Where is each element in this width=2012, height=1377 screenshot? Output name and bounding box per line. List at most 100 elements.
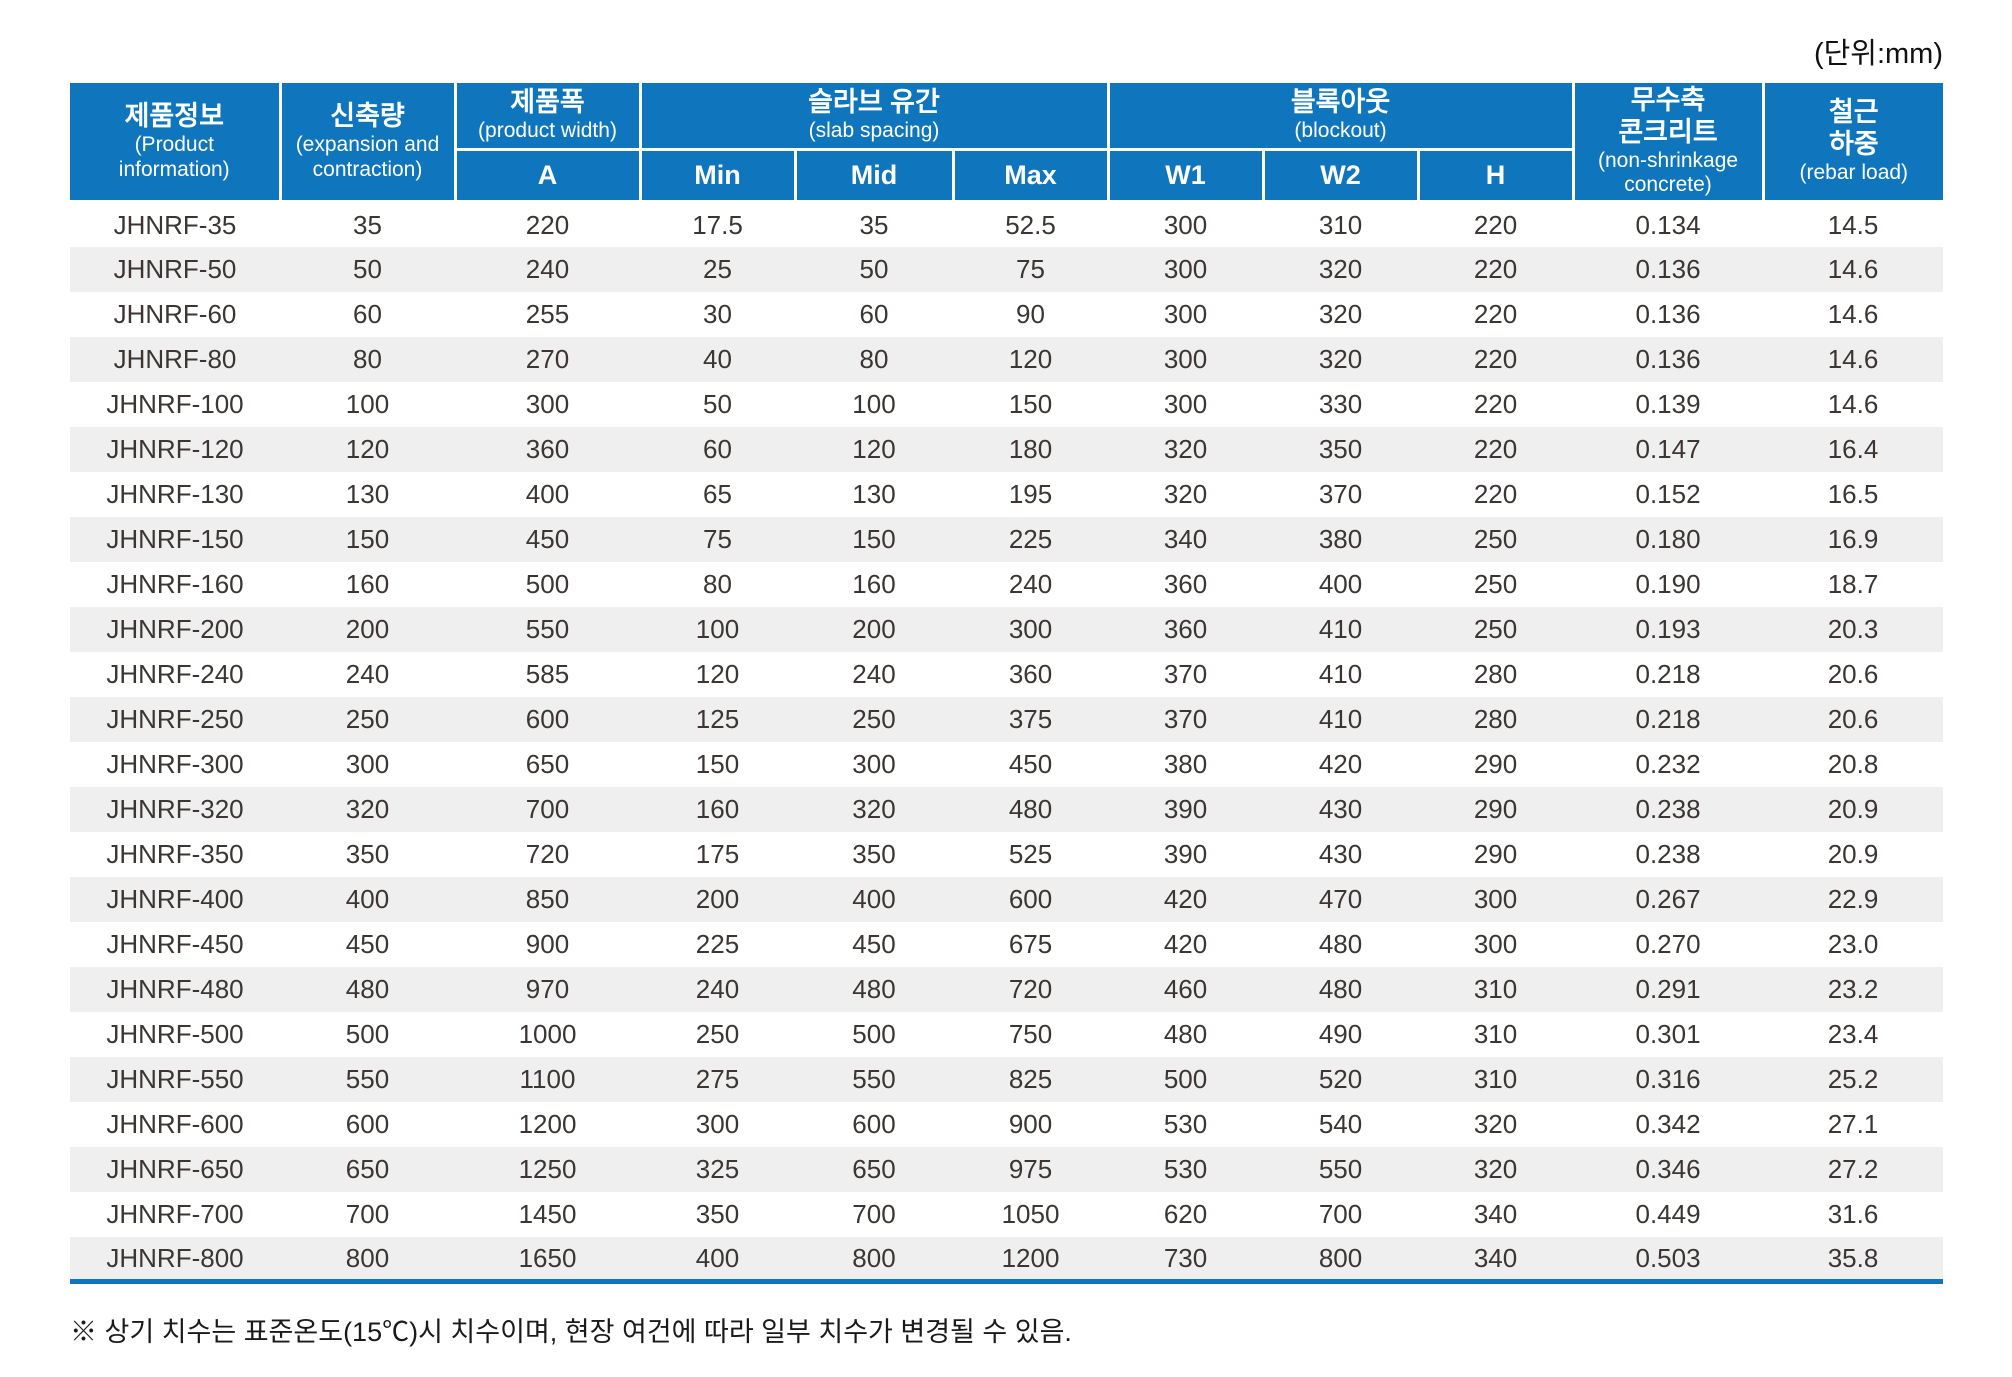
cell-expansion: 300 [345,748,390,779]
subheader-a: A [455,147,642,204]
cell-slab-max: 180 [1008,433,1053,464]
cell-blockout-w1: 460 [1163,973,1208,1004]
cell-product-id: JHNRF-100 [106,388,244,419]
cell-rebar-load: 22.9 [1827,883,1879,914]
cell-slab-mid: 600 [852,1108,896,1139]
cell-slab-min: 400 [695,1242,740,1273]
cell-product-id: JHNRF-160 [106,568,244,599]
cell-blockout-h: 220 [1473,209,1518,240]
header-expansion: 신축량 (expansion and contraction) [278,83,457,204]
cell-blockout-h: 310 [1473,973,1518,1004]
cell-product-id: JHNRF-150 [106,523,244,554]
cell-slab-min: 275 [695,1063,740,1094]
cell-concrete: 0.342 [1635,1108,1701,1139]
cell-blockout-w1: 300 [1163,209,1208,240]
header-concrete: 무수축 콘크리트 (non-shrinkage concrete) [1571,83,1765,204]
cell-blockout-w2: 320 [1318,343,1363,374]
cell-slab-max: 150 [1008,388,1053,419]
cell-blockout-w1: 390 [1163,838,1208,869]
cell-slab-mid: 130 [852,478,896,509]
cell-slab-mid: 100 [852,388,896,419]
table-row: JHNRF-250 250 600 125 250 375 370 410 280 0.218 20… [70,696,1944,742]
cell-slab-max: 1200 [1001,1242,1060,1273]
cell-blockout-w1: 300 [1163,343,1208,374]
table-row: JHNRF-500 500 1000 250 500 750 480 490 310 0.301 2… [70,1012,1943,1057]
cell-rebar-load: 27.2 [1827,1153,1879,1184]
cell-blockout-h: 300 [1473,928,1518,959]
cell-product-id: JHNRF-300 [106,748,244,779]
cell-expansion: 240 [345,658,390,689]
cell-rebar-load: 14.6 [1827,298,1879,329]
cell-blockout-h: 220 [1473,478,1518,509]
cell-slab-min: 300 [695,1108,740,1139]
table-row: JHNRF-800 800 1650 400 800 1200 730 800 340 0.503… [70,1236,1944,1282]
cell-blockout-w2: 480 [1318,928,1363,959]
cell-concrete: 0.218 [1635,703,1701,734]
table-row: JHNRF-320 320 700 160 320 480 390 430 290 0.238 20… [70,786,1944,832]
cell-slab-min: 65 [703,478,732,509]
cell-blockout-w1: 480 [1163,1018,1208,1049]
cell-blockout-w2: 520 [1318,1063,1363,1094]
cell-concrete: 0.190 [1635,568,1701,599]
subheader-mid: Mid [793,147,955,204]
table-row: JHNRF-100 100 300 50 100 150 300 330 220 0.139 14.… [70,382,1943,427]
cell-slab-mid: 35 [859,209,889,240]
cell-blockout-w2: 400 [1318,568,1363,599]
cell-product-id: JHNRF-480 [106,973,244,1004]
cell-concrete: 0.218 [1635,658,1701,689]
cell-expansion: 250 [345,703,390,734]
table-row: JHNRF-700 700 1450 350 700 1050 620 700 340 0.449… [70,1192,1943,1237]
cell-blockout-h: 220 [1473,253,1518,284]
cell-blockout-w2: 490 [1318,1018,1363,1049]
cell-slab-mid: 200 [852,613,896,644]
cell-slab-min: 50 [703,388,732,419]
cell-slab-mid: 120 [852,433,896,464]
cell-blockout-w2: 800 [1318,1242,1363,1273]
cell-expansion: 160 [345,568,390,599]
header-product-width-ko: 제품폭 [510,87,585,118]
cell-blockout-w2: 480 [1318,973,1363,1004]
cell-rebar-load: 23.4 [1827,1018,1879,1049]
cell-slab-mid: 50 [859,253,889,284]
cell-slab-mid: 150 [852,523,896,554]
cell-blockout-h: 320 [1473,1108,1518,1139]
cell-slab-min: 120 [695,658,740,689]
cell-blockout-w1: 500 [1163,1063,1208,1094]
cell-slab-max: 52.5 [1005,209,1056,240]
cell-slab-max: 825 [1008,1063,1053,1094]
cell-product-id: JHNRF-320 [106,793,244,824]
cell-blockout-w1: 360 [1163,613,1208,644]
cell-concrete: 0.136 [1635,343,1701,374]
cell-slab-max: 675 [1008,928,1053,959]
cell-blockout-w1: 530 [1163,1108,1208,1139]
cell-blockout-h: 250 [1473,523,1518,554]
header-expansion-en: (expansion and contraction) [295,132,440,181]
cell-width-a: 550 [525,613,570,644]
cell-expansion: 35 [353,209,382,240]
cell-rebar-load: 31.6 [1827,1198,1879,1229]
cell-blockout-w1: 370 [1163,658,1208,689]
cell-blockout-w2: 410 [1318,703,1363,734]
header-slab-spacing-ko: 슬라브 유간 [808,87,940,118]
cell-slab-min: 225 [695,928,740,959]
cell-width-a: 270 [525,343,570,374]
cell-slab-mid: 300 [852,748,896,779]
cell-concrete: 0.316 [1635,1063,1701,1094]
subheader-min: Min [638,147,797,204]
cell-blockout-w1: 300 [1163,298,1208,329]
cell-blockout-w2: 330 [1318,388,1363,419]
cell-slab-mid: 320 [852,793,896,824]
header-slab-spacing: 슬라브 유간 (slab spacing) [638,83,1110,151]
cell-concrete: 0.267 [1635,883,1701,914]
cell-rebar-load: 18.7 [1827,568,1879,599]
cell-blockout-h: 220 [1473,343,1518,374]
cell-slab-mid: 700 [852,1198,896,1229]
cell-slab-mid: 60 [859,298,889,329]
header-rebar-en: (rebar load) [1799,161,1909,185]
cell-blockout-w1: 380 [1163,748,1208,779]
cell-width-a: 360 [525,433,570,464]
table-row: JHNRF-35 35 220 17.5 35 52.5 300 310 220 0.134 14.… [70,202,1943,247]
cell-blockout-h: 220 [1473,388,1518,419]
cell-blockout-w2: 550 [1318,1153,1363,1184]
cell-product-id: JHNRF-130 [106,478,244,509]
